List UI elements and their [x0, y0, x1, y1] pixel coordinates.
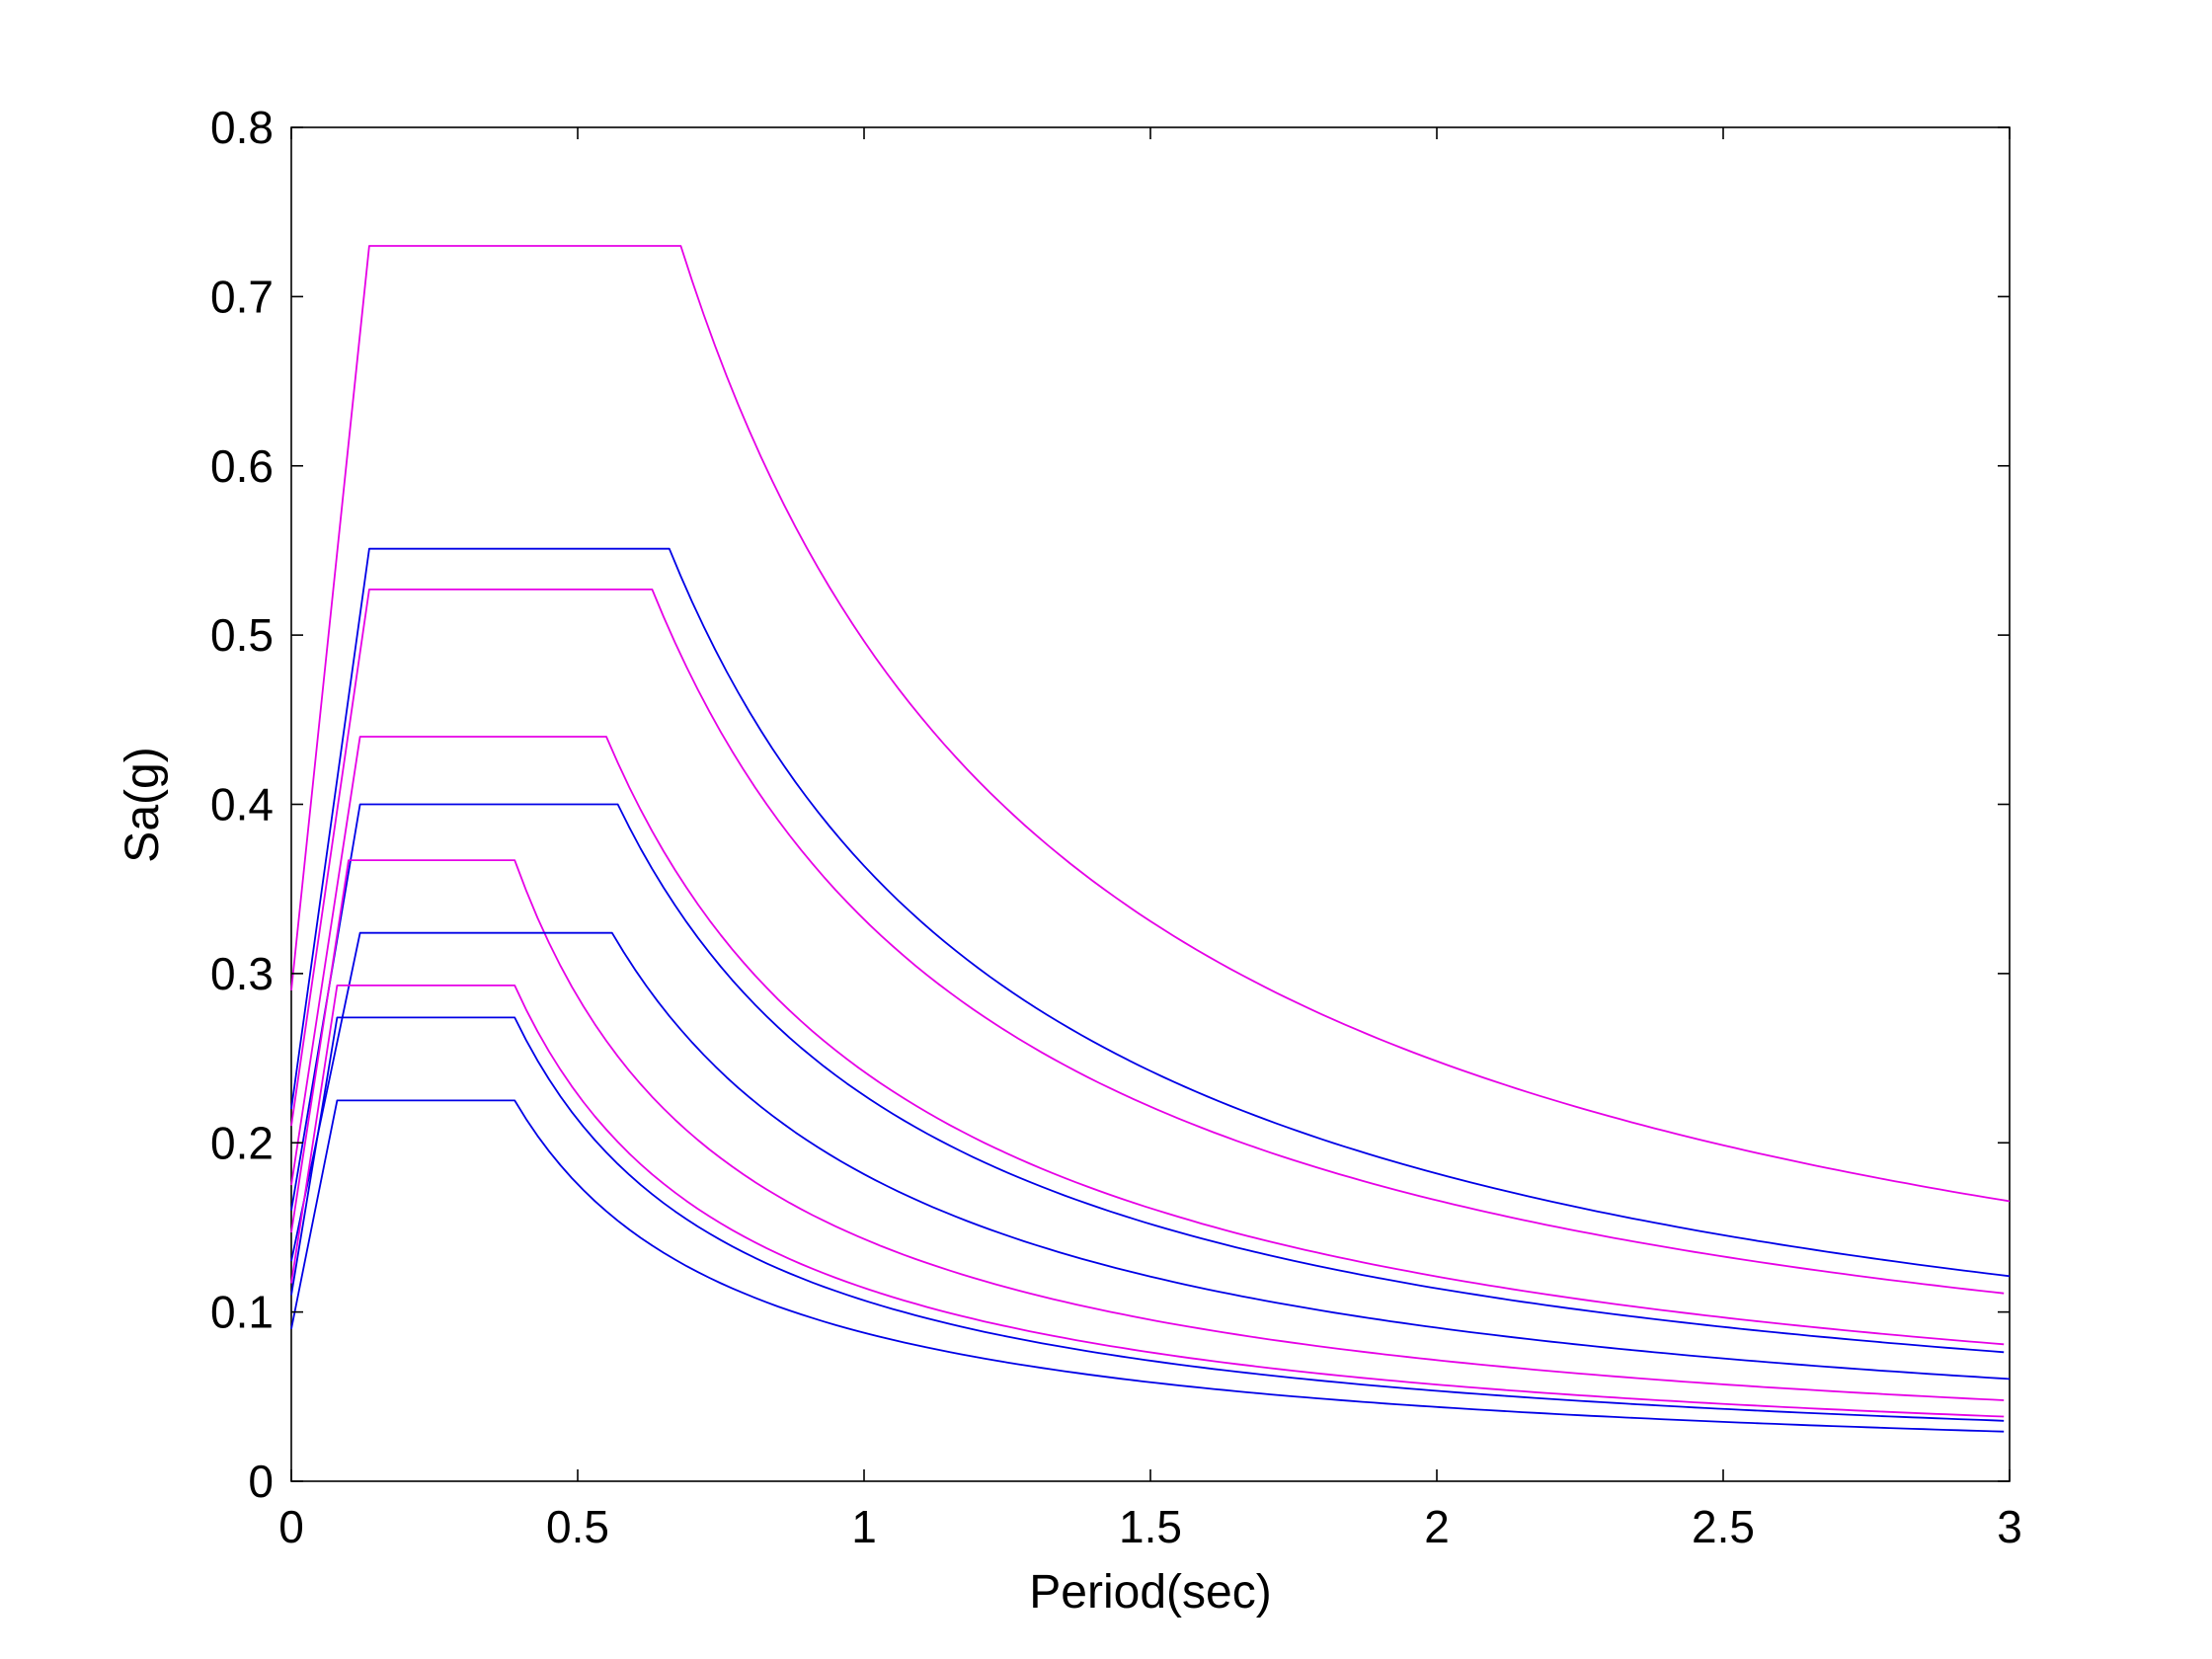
spectrum-curve-2 — [290, 547, 2011, 1278]
x-axis-label: Period(sec) — [1029, 1566, 1271, 1619]
spectrum-curve-6 — [290, 859, 2005, 1401]
spectrum-curve-4 — [290, 736, 2005, 1346]
y-tick-label: 0.6 — [210, 440, 274, 492]
y-tick-label: 0.7 — [210, 271, 274, 322]
y-tick-label: 0.5 — [210, 609, 274, 661]
y-tick-label: 0.3 — [210, 948, 274, 999]
y-tick-label: 0 — [248, 1456, 274, 1507]
x-tick-label: 0.5 — [546, 1501, 609, 1552]
spectrum-curve-9 — [290, 1016, 2005, 1422]
y-tick-label: 0.1 — [210, 1287, 274, 1338]
x-tick-label: 2 — [1424, 1501, 1450, 1552]
x-tick-label: 0 — [278, 1501, 304, 1552]
spectrum-curve-8 — [290, 985, 2005, 1418]
y-tick-label: 0.8 — [210, 102, 274, 153]
y-tick-label: 0.2 — [210, 1117, 274, 1168]
ticks-layer — [290, 126, 2011, 1482]
spectrum-curve-1 — [290, 245, 2011, 1203]
spectrum-curve-3 — [290, 589, 2005, 1295]
x-tick-label: 1.5 — [1119, 1501, 1182, 1552]
x-tick-label: 2.5 — [1692, 1501, 1755, 1552]
y-tick-label: 0.4 — [210, 779, 274, 830]
spectrum-curve-7 — [290, 931, 2011, 1381]
x-tick-label: 1 — [851, 1501, 877, 1552]
y-tick-labels: 0 0.1 0.2 0.3 0.4 0.5 0.6 0.7 0.8 — [210, 102, 274, 1507]
x-tick-labels: 0 0.5 1 1.5 2 2.5 3 — [278, 1501, 2022, 1552]
series-layer — [290, 245, 2011, 1433]
spectrum-curve-5 — [290, 803, 2005, 1354]
x-tick-label: 3 — [1997, 1501, 2022, 1552]
spectrum-curve-10 — [290, 1099, 2005, 1433]
y-axis-label: Sa(g) — [117, 747, 169, 862]
